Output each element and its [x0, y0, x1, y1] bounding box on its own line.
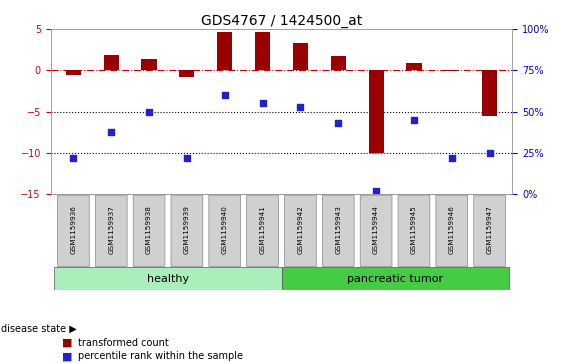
- Bar: [330, 56, 346, 70]
- Text: GSM1159946: GSM1159946: [449, 205, 455, 254]
- Text: GSM1159942: GSM1159942: [297, 205, 303, 254]
- Text: ■: ■: [62, 338, 73, 348]
- FancyBboxPatch shape: [360, 195, 392, 266]
- Bar: [66, 70, 81, 74]
- Point: [334, 121, 343, 126]
- Bar: [217, 32, 233, 70]
- Point: [372, 188, 381, 194]
- Text: GSM1159940: GSM1159940: [222, 205, 228, 254]
- Title: GDS4767 / 1424500_at: GDS4767 / 1424500_at: [201, 14, 362, 28]
- Text: transformed count: transformed count: [78, 338, 168, 348]
- FancyBboxPatch shape: [133, 195, 165, 266]
- FancyBboxPatch shape: [57, 195, 90, 266]
- Text: healthy: healthy: [147, 274, 189, 284]
- Text: GSM1159939: GSM1159939: [184, 205, 190, 254]
- Text: GSM1159936: GSM1159936: [70, 205, 77, 254]
- Text: GSM1159943: GSM1159943: [335, 205, 341, 254]
- Point: [182, 155, 191, 161]
- Text: GSM1159937: GSM1159937: [108, 205, 114, 254]
- Text: GSM1159941: GSM1159941: [260, 205, 266, 254]
- FancyBboxPatch shape: [284, 195, 316, 266]
- Bar: [141, 59, 157, 70]
- FancyBboxPatch shape: [247, 195, 279, 266]
- Text: ■: ■: [62, 351, 73, 362]
- FancyBboxPatch shape: [436, 195, 468, 266]
- Text: GSM1159947: GSM1159947: [486, 205, 493, 254]
- FancyBboxPatch shape: [323, 195, 354, 266]
- Point: [409, 117, 418, 123]
- FancyBboxPatch shape: [171, 195, 203, 266]
- Text: pancreatic tumor: pancreatic tumor: [347, 274, 443, 284]
- FancyBboxPatch shape: [209, 195, 240, 266]
- Point: [69, 155, 78, 161]
- Bar: [482, 70, 497, 116]
- Bar: [104, 55, 119, 70]
- Text: GSM1159945: GSM1159945: [411, 205, 417, 254]
- Text: GSM1159938: GSM1159938: [146, 205, 152, 254]
- FancyBboxPatch shape: [95, 195, 127, 266]
- Bar: [180, 70, 194, 77]
- Bar: [369, 70, 383, 153]
- Bar: [282, 267, 508, 290]
- Text: disease state ▶: disease state ▶: [1, 323, 77, 334]
- Point: [447, 155, 456, 161]
- Bar: [293, 43, 308, 70]
- Point: [296, 104, 305, 110]
- Text: percentile rank within the sample: percentile rank within the sample: [78, 351, 243, 362]
- FancyBboxPatch shape: [398, 195, 430, 266]
- Point: [145, 109, 154, 115]
- Point: [258, 101, 267, 106]
- Bar: [255, 32, 270, 70]
- Bar: [55, 267, 282, 290]
- Bar: [406, 63, 422, 70]
- Point: [107, 129, 116, 135]
- Text: GSM1159944: GSM1159944: [373, 205, 379, 254]
- FancyBboxPatch shape: [473, 195, 506, 266]
- Bar: [444, 70, 459, 71]
- Point: [485, 150, 494, 156]
- Point: [220, 92, 229, 98]
